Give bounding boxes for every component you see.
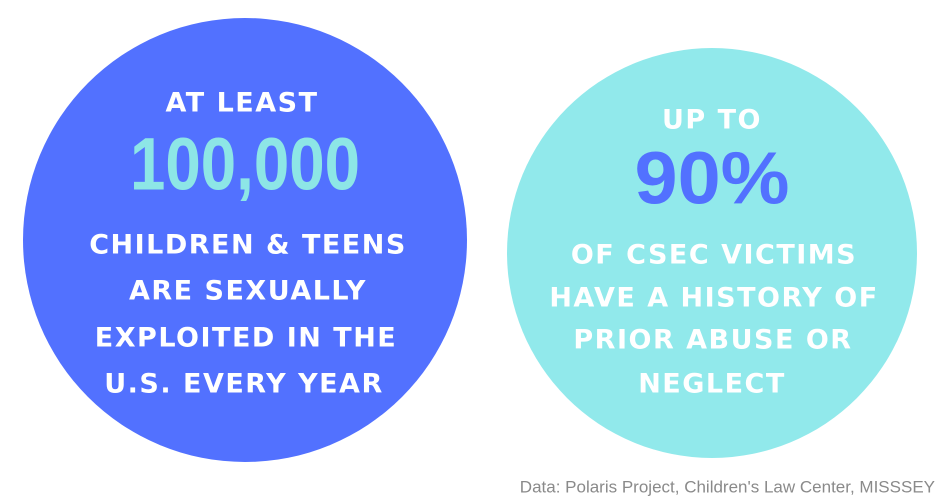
line: NEGLECT bbox=[638, 369, 786, 400]
line: OF CSEC VICTIMS bbox=[571, 240, 857, 271]
source: Data: Polaris Project, Children's Law Ce… bbox=[520, 477, 935, 496]
line: HAVE A HISTORY OF bbox=[549, 283, 878, 314]
figure: 90% bbox=[635, 137, 790, 220]
circle bbox=[507, 48, 917, 458]
line: ARE SEXUALLY bbox=[129, 276, 367, 307]
line: U.S. EVERY YEAR bbox=[104, 369, 384, 400]
line: PRIOR ABUSE OR bbox=[573, 325, 852, 356]
figure: 100,000 bbox=[130, 123, 360, 206]
line: CHILDREN & TEENS bbox=[89, 230, 407, 261]
line: EXPLOITED IN THE bbox=[95, 323, 397, 354]
intro: AT LEAST bbox=[165, 88, 318, 119]
circle bbox=[23, 18, 467, 462]
intro: UP TO bbox=[662, 105, 762, 136]
